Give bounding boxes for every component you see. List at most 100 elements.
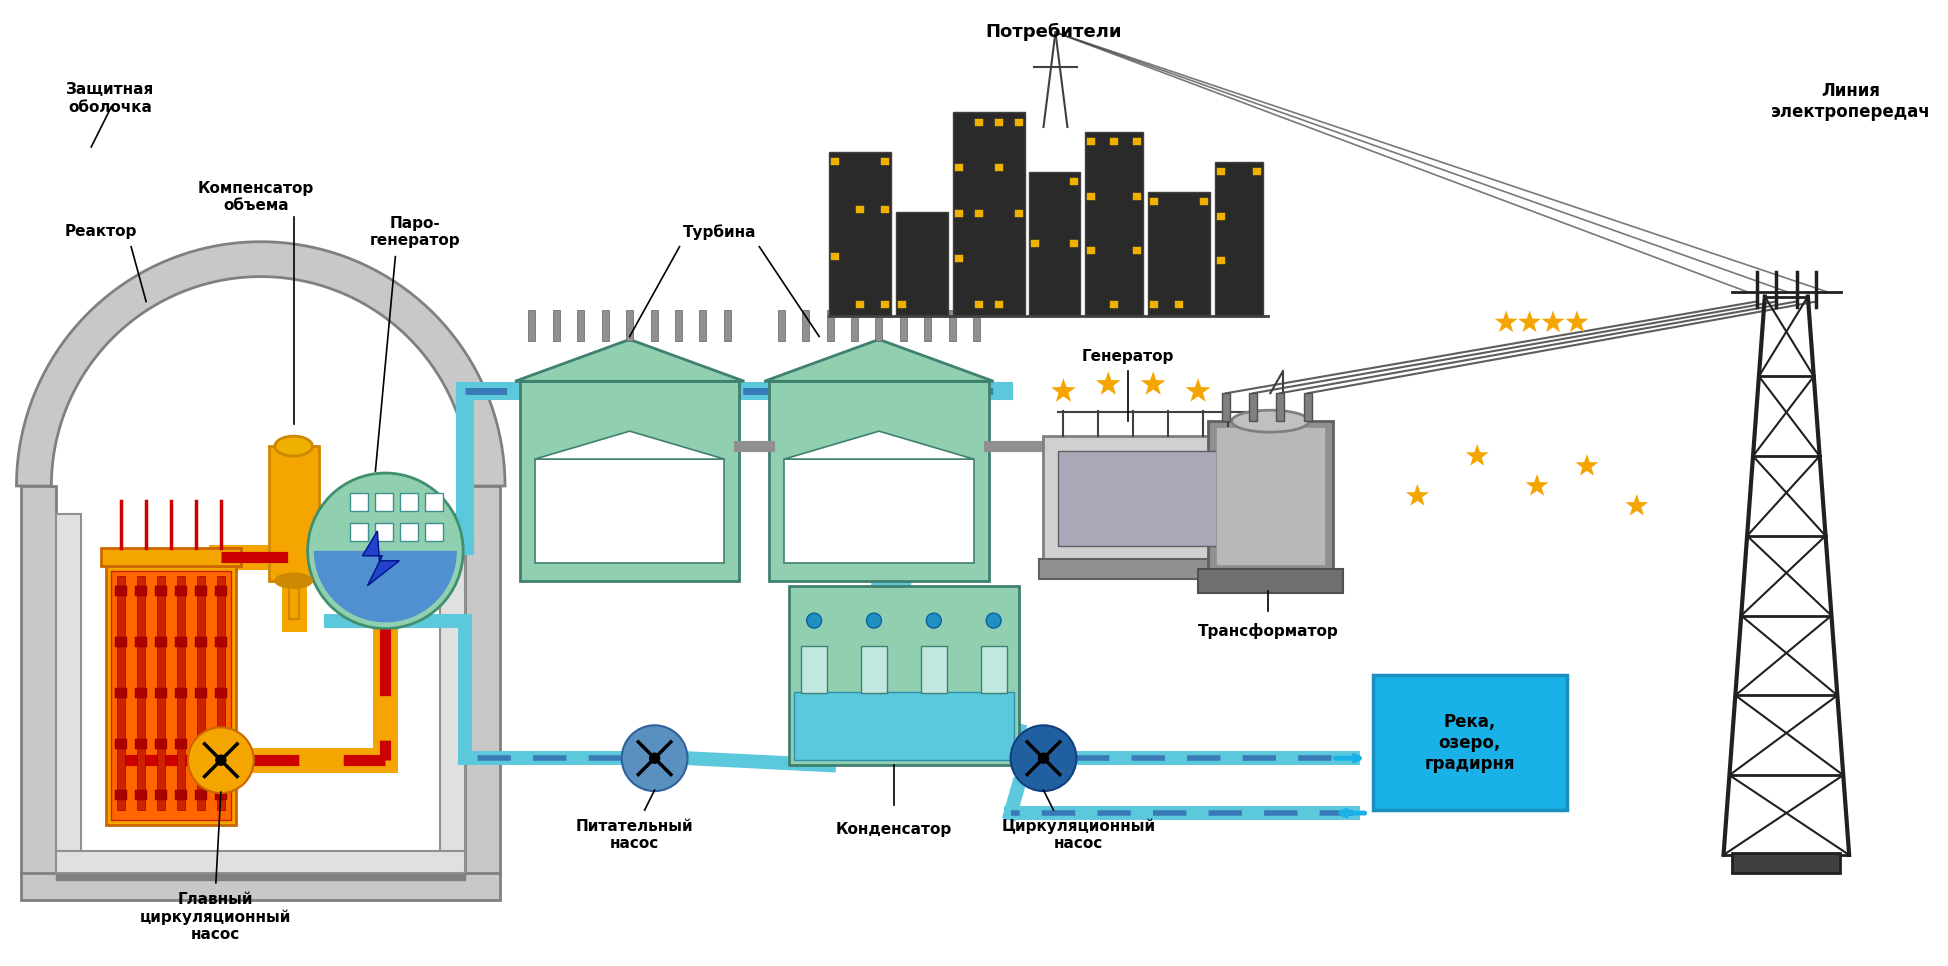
Bar [195,739,206,749]
Bar [56,514,82,873]
Bar [880,301,888,308]
Bar [1214,162,1262,317]
Bar [466,486,501,875]
Bar [56,873,466,880]
Bar [1085,132,1143,317]
Circle shape [621,725,688,791]
Bar [1253,168,1260,176]
Circle shape [187,727,253,793]
Bar [674,309,682,341]
Bar [651,309,656,341]
Bar [993,301,1001,308]
Bar [1015,210,1023,216]
Bar [156,790,168,800]
Bar [214,739,226,749]
Text: Циркуляционный
насос: Циркуляционный насос [1001,818,1155,851]
Bar [1110,138,1118,146]
Circle shape [308,473,464,629]
Bar [953,112,1025,317]
Bar [528,309,536,341]
Bar [974,210,982,216]
Circle shape [649,753,658,763]
Bar [134,585,146,596]
Bar [175,790,187,800]
Text: Турбина: Турбина [682,224,756,240]
Bar [376,523,393,541]
Polygon shape [1574,454,1597,475]
Bar [1371,675,1566,810]
Bar [900,309,906,341]
Bar [974,301,982,308]
Bar [955,164,962,171]
Bar [1149,301,1157,308]
Polygon shape [1184,379,1210,402]
Bar [1015,119,1023,126]
Bar [1030,240,1038,246]
Bar [214,637,226,647]
Text: Реактор: Реактор [64,224,136,240]
Bar [214,688,226,697]
Polygon shape [1494,310,1517,332]
Bar [1038,558,1247,579]
Bar [115,790,127,800]
Bar [830,158,840,165]
Bar [577,309,584,341]
Bar [214,585,226,596]
Bar [896,212,947,317]
Bar [625,309,633,341]
Text: Паро-
генератор: Паро- генератор [370,215,460,248]
Bar [880,158,888,165]
Polygon shape [1564,310,1588,332]
Bar [351,523,368,541]
Bar [214,790,226,800]
Bar [216,576,224,810]
Bar [134,688,146,697]
Polygon shape [764,339,993,382]
Bar [177,576,185,810]
Ellipse shape [275,436,312,456]
Bar [195,585,206,596]
Bar [880,206,888,213]
Bar [534,459,725,563]
Bar [1276,393,1284,421]
Polygon shape [1465,444,1488,466]
Bar [175,739,187,749]
Bar [115,688,127,697]
Bar [288,579,298,618]
Bar [1110,301,1118,308]
Bar [793,692,1013,760]
Circle shape [986,613,1001,628]
Bar [898,301,906,308]
Polygon shape [1140,371,1165,395]
Polygon shape [1517,310,1541,332]
Bar [1132,247,1142,254]
Bar [1198,569,1342,593]
Bar [919,645,947,694]
Bar [1147,192,1210,317]
Polygon shape [1095,371,1120,395]
Bar [1069,240,1077,246]
Text: Питательный
насос: Питательный насос [575,819,693,851]
Bar [1042,436,1243,561]
Bar [803,309,808,341]
Bar [851,309,857,341]
Bar [602,309,608,341]
Bar [175,688,187,697]
Text: Защитная
оболочка: Защитная оболочка [66,82,154,115]
Text: Генератор: Генератор [1081,349,1175,364]
Bar [158,576,166,810]
Bar [134,739,146,749]
Bar [1216,213,1225,219]
Bar [175,637,187,647]
Bar [269,446,318,581]
Bar [1200,198,1208,206]
Bar [1208,421,1332,571]
Bar [1087,247,1095,254]
Text: Главный
циркуляционный
насос: Главный циркуляционный насос [140,892,292,942]
Bar [783,459,974,563]
Bar [1216,257,1225,264]
Bar [830,253,840,261]
Bar [723,309,730,341]
Bar [156,585,168,596]
Bar [1732,853,1839,873]
